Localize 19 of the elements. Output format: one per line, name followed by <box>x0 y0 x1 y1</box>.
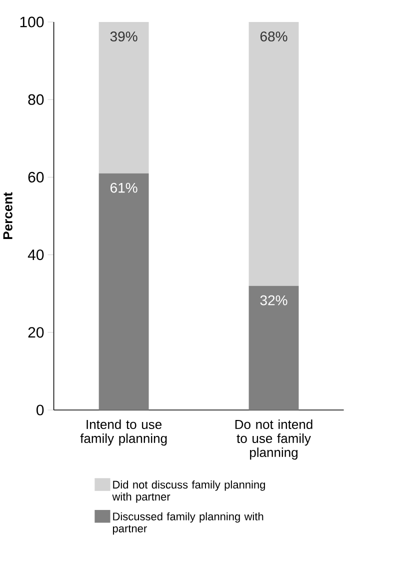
bar <box>98 22 149 174</box>
bar <box>248 286 299 410</box>
y-tick-label: 80 <box>28 94 44 105</box>
data-label: 61% <box>110 182 138 193</box>
y-tick-label: 100 <box>20 16 44 28</box>
y-axis-title: Percent <box>3 192 12 239</box>
x-tick-label: Intend to use family planning <box>80 420 167 446</box>
y-tick-label: 0 <box>36 404 44 416</box>
y-tick-label: 40 <box>28 249 44 260</box>
x-tick-label: Do not intend to use family planning <box>236 420 312 460</box>
bar <box>248 22 299 286</box>
legend-label: Did not discuss family planning with partner <box>112 480 266 503</box>
data-label: 39% <box>110 32 138 42</box>
bar <box>98 173 149 410</box>
y-tick-label: 60 <box>28 172 44 182</box>
legend-label: Discussed family planning with partner <box>113 512 264 535</box>
y-tick-label: 20 <box>28 327 44 338</box>
data-label: 32% <box>260 295 288 306</box>
data-label: 68% <box>260 32 288 42</box>
